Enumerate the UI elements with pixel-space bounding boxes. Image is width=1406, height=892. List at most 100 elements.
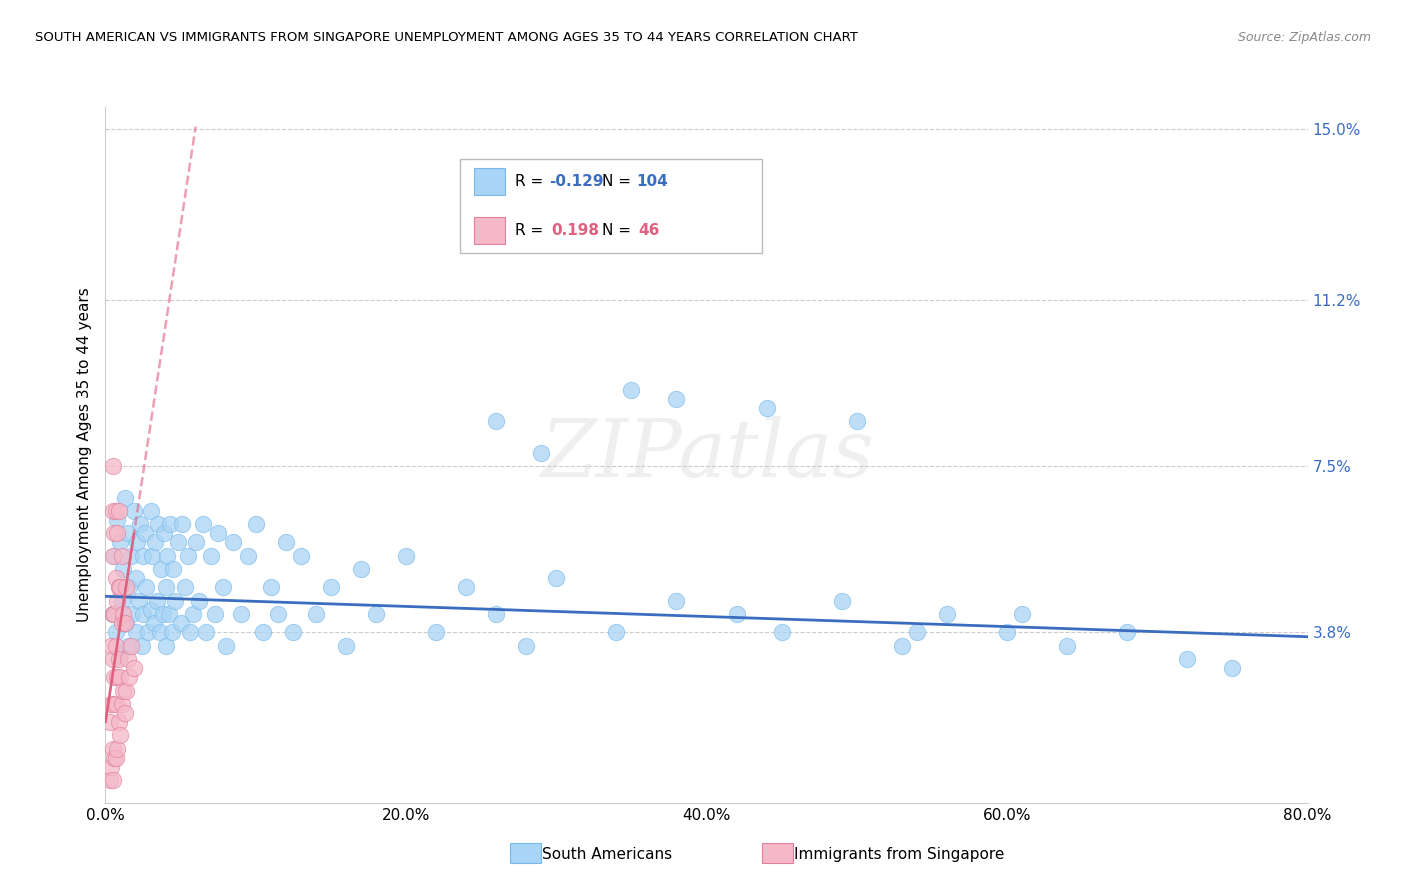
Point	[108, 714, 131, 729]
Point	[204, 607, 226, 622]
Point	[1116, 625, 1139, 640]
Point	[845, 414, 868, 428]
Point	[107, 513, 129, 527]
Point	[530, 445, 553, 459]
Point	[245, 517, 267, 532]
Point	[114, 706, 136, 720]
Point	[101, 742, 124, 756]
Point	[111, 594, 134, 608]
Point	[267, 607, 290, 622]
Point	[100, 760, 122, 774]
Point	[153, 526, 176, 541]
Point	[118, 580, 141, 594]
Point	[157, 607, 180, 622]
Point	[114, 491, 136, 505]
Y-axis label: Unemployment Among Ages 35 to 44 years: Unemployment Among Ages 35 to 44 years	[76, 287, 91, 623]
Point	[485, 607, 508, 622]
Text: -0.129: -0.129	[548, 174, 603, 189]
Point	[195, 625, 218, 640]
Point	[283, 625, 305, 640]
Point	[166, 535, 188, 549]
Point	[143, 535, 166, 549]
Point	[101, 607, 124, 622]
Point	[831, 594, 853, 608]
Point	[117, 639, 139, 653]
Point	[115, 580, 138, 594]
Point	[456, 580, 478, 594]
Point	[755, 401, 778, 415]
Point	[110, 648, 132, 662]
Point	[124, 625, 146, 640]
Point	[605, 625, 627, 640]
Point	[114, 616, 136, 631]
Point	[142, 616, 165, 631]
Point	[1056, 639, 1078, 653]
Point	[101, 773, 124, 788]
Point	[155, 580, 177, 594]
Point	[128, 594, 150, 608]
Point	[115, 683, 138, 698]
Point	[112, 607, 135, 622]
Point	[104, 625, 127, 640]
Point	[150, 562, 173, 576]
Point	[117, 652, 139, 666]
Point	[485, 414, 508, 428]
Point	[122, 661, 145, 675]
Point	[163, 594, 186, 608]
Point	[136, 625, 159, 640]
Point	[238, 549, 260, 563]
Point	[395, 549, 418, 563]
Point	[1011, 607, 1033, 622]
Point	[132, 607, 155, 622]
Point	[110, 580, 132, 594]
Point	[936, 607, 959, 622]
Point	[103, 549, 125, 563]
Point	[260, 580, 283, 594]
Point	[103, 526, 125, 541]
Point	[155, 639, 177, 653]
Point	[1222, 661, 1244, 675]
Point	[100, 697, 122, 711]
Point	[111, 697, 134, 711]
Point	[107, 526, 129, 541]
Point	[134, 526, 156, 541]
Point	[108, 580, 131, 594]
Text: Immigrants from Singapore: Immigrants from Singapore	[794, 847, 1005, 862]
Point	[104, 571, 127, 585]
Point	[129, 517, 152, 532]
Point	[174, 580, 197, 594]
Point	[104, 504, 127, 518]
Point	[110, 535, 132, 549]
Point	[211, 580, 233, 594]
Point	[179, 625, 201, 640]
Point	[274, 535, 297, 549]
Point	[222, 535, 245, 549]
Point	[111, 549, 134, 563]
Point	[187, 594, 209, 608]
Point	[207, 526, 229, 541]
Point	[122, 504, 145, 518]
Point	[725, 607, 748, 622]
Point	[162, 562, 184, 576]
Point	[101, 607, 124, 622]
Text: 46: 46	[638, 223, 659, 238]
Point	[546, 571, 568, 585]
Point	[108, 580, 131, 594]
Point	[620, 383, 643, 397]
Text: Source: ZipAtlas.com: Source: ZipAtlas.com	[1237, 31, 1371, 45]
Point	[98, 773, 121, 788]
Point	[181, 607, 204, 622]
Text: N =: N =	[602, 223, 641, 238]
Point	[364, 607, 387, 622]
Point	[290, 549, 312, 563]
Point	[145, 594, 167, 608]
Point	[103, 670, 125, 684]
Text: R =: R =	[515, 174, 548, 189]
Point	[319, 580, 342, 594]
Text: 0.198: 0.198	[551, 223, 599, 238]
Point	[1177, 652, 1199, 666]
Text: 104: 104	[636, 174, 668, 189]
Point	[115, 616, 138, 631]
Point	[98, 714, 121, 729]
Point	[770, 625, 793, 640]
